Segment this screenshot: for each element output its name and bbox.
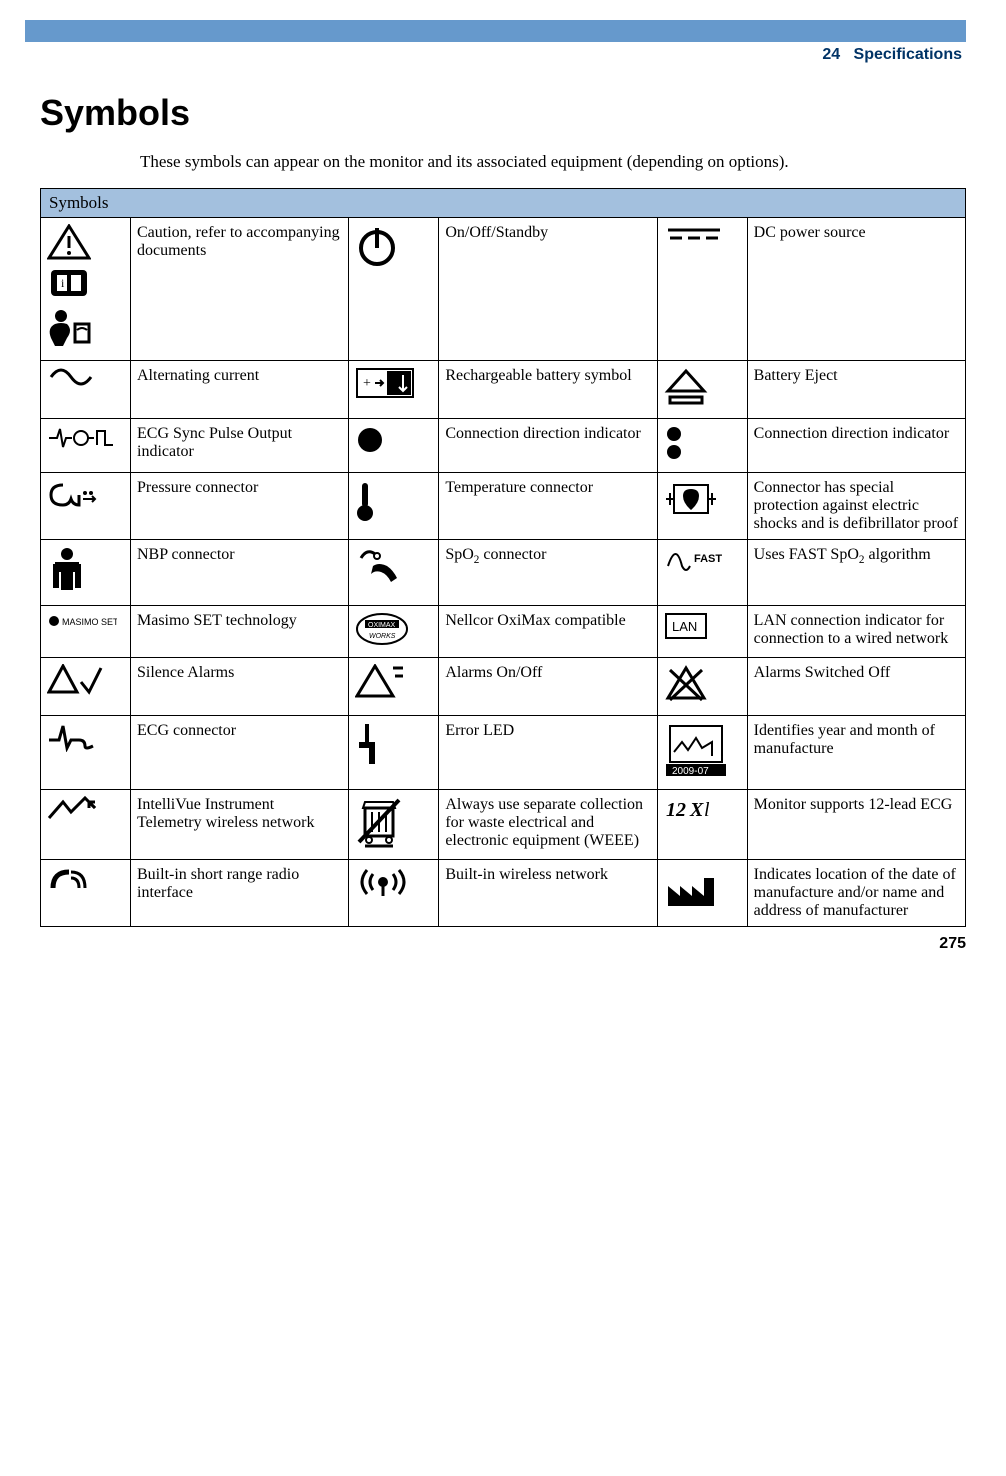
desc-cell: Identifies year and month of manufacture [747,716,965,790]
table-row: ECG Sync Pulse Output indicator Connecti… [41,419,966,473]
desc-cell: ECG connector [131,716,349,790]
icon-cell: i [41,218,131,361]
svg-text:FAST: FAST [694,553,722,565]
desc-cell: NBP connector [131,540,349,606]
breadcrumb: 24 Specifications [40,44,966,72]
desc-cell: IntelliVue Instrument Telemetry wireless… [131,790,349,860]
table-row: Pressure connector Temperature connector… [41,473,966,540]
page-title: Symbols [40,92,966,134]
svg-text:X: X [689,799,704,821]
desc-cell: Indicates location of the date of manufa… [747,860,965,927]
wireless-network-icon [355,866,411,898]
pressure-connector-icon [47,479,97,513]
spo2-connector-icon [355,546,405,586]
desc-cell: Temperature connector [439,473,657,540]
desc-cell: Connector has special protection against… [747,473,965,540]
ac-icon [47,367,97,387]
svg-text:MASIMO SET: MASIMO SET [62,617,117,627]
desc-cell: On/Off/Standby [439,218,657,361]
defibrillator-proof-icon [664,479,718,519]
desc-cell: Always use separate collection for waste… [439,790,657,860]
table-caption: Symbols [41,189,966,218]
svg-text:12: 12 [666,799,686,821]
ecg-sync-icon [47,425,117,451]
manufacturer-icon [664,866,718,910]
svg-text:WORKS: WORKS [369,633,396,640]
battery-recharge-icon: + [355,367,415,399]
table-row: ECG connector Error LED 2009-07 Identifi… [41,716,966,790]
svg-text:OXIMAX: OXIMAX [368,622,396,629]
desc-cell: Nellcor OxiMax compatible [439,606,657,658]
battery-eject-icon [664,367,708,407]
desc-cell: Battery Eject [747,361,965,419]
connection-dot-icon [355,425,385,455]
table-row: Alternating current + Rechargeable batte… [41,361,966,419]
table-row: i Caution, refer to accompanying documen… [41,218,966,361]
power-icon [355,224,399,268]
svg-text:l: l [704,799,710,821]
svg-text:LAN: LAN [672,619,697,634]
table-row: NBP connector SpO2 connector FAST Uses F… [41,540,966,606]
telemetry-wireless-icon [47,796,99,824]
masimo-set-icon: MASIMO SET [47,612,117,630]
desc-cell: DC power source [747,218,965,361]
alarms-off-icon [664,664,708,704]
section-title: Specifications [854,46,962,63]
page-number: 275 [40,935,966,953]
desc-cell: Pressure connector [131,473,349,540]
desc-cell: Alarms On/Off [439,658,657,716]
ecg-connector-icon [47,722,97,752]
connection-dots-icon [664,425,684,461]
table-row: Silence Alarms Alarms On/Off Alarms Swit… [41,658,966,716]
svg-text:+: + [363,376,371,391]
desc-cell: LAN connection indicator for connection … [747,606,965,658]
desc-cell: Masimo SET technology [131,606,349,658]
svg-text:2009-07: 2009-07 [672,766,709,777]
desc-cell: Uses FAST SpO2 algorithm [747,540,965,606]
desc-cell: Silence Alarms [131,658,349,716]
desc-cell: ECG Sync Pulse Output indicator [131,419,349,473]
desc-cell: Built-in wireless network [439,860,657,927]
table-row: IntelliVue Instrument Telemetry wireless… [41,790,966,860]
manufacture-date-icon: 2009-07 [664,722,728,778]
desc-cell: Connection direction indicator [439,419,657,473]
nbp-connector-icon [47,546,87,594]
table-row: Built-in short range radio interface Bui… [41,860,966,927]
section-number: 24 [822,46,840,63]
icon-cell [349,218,439,361]
dc-power-icon [664,224,724,244]
desc-cell: Alternating current [131,361,349,419]
fast-spo2-icon: FAST [664,546,734,576]
table-row: MASIMO SET Masimo SET technology OXIMAX W… [41,606,966,658]
oximax-icon: OXIMAX WORKS [355,612,409,646]
icon-cell [657,218,747,361]
desc-cell: Connection direction indicator [747,419,965,473]
desc-cell: Caution, refer to accompanying documents [131,218,349,361]
header-bar [40,20,966,42]
caution-icon: i [47,224,124,348]
symbols-table: Symbols i Caution, refer to accompanying… [40,188,966,927]
alarms-onoff-icon [355,664,405,700]
desc-cell: Error LED [439,716,657,790]
desc-cell: SpO2 connector [439,540,657,606]
intro-text: These symbols can appear on the monitor … [140,152,966,172]
lan-icon: LAN [664,612,708,640]
temperature-icon [355,479,375,523]
silence-alarms-icon [47,664,103,698]
desc-cell: Monitor supports 12-lead ECG [747,790,965,860]
desc-cell: Alarms Switched Off [747,658,965,716]
short-range-radio-icon [47,866,91,894]
desc-cell: Rechargeable battery symbol [439,361,657,419]
twelve-lead-icon: 12Xl [664,796,720,824]
table-header-row: Symbols [41,189,966,218]
desc-cell: Built-in short range radio interface [131,860,349,927]
weee-icon [355,796,403,848]
error-led-icon [355,722,379,766]
